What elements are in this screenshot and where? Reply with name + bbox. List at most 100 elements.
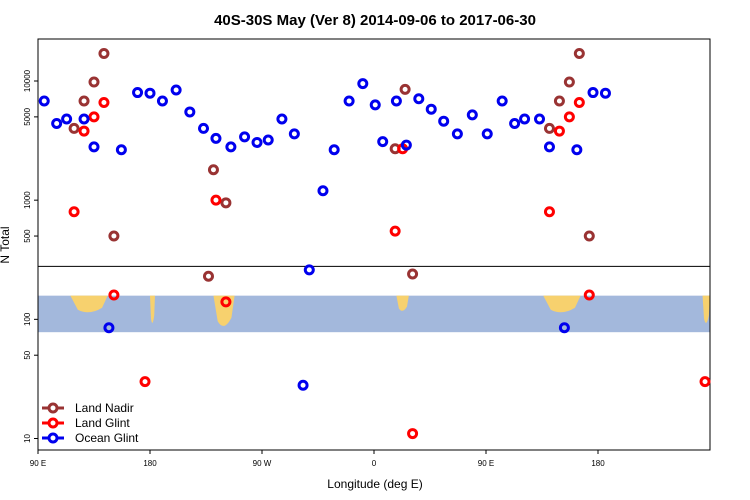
data-point bbox=[369, 99, 381, 111]
data-point bbox=[583, 289, 595, 301]
data-point bbox=[377, 136, 389, 148]
x-tick-label: 90 W bbox=[253, 459, 272, 468]
x-tick-label: 180 bbox=[143, 459, 157, 468]
data-point bbox=[239, 131, 251, 143]
land-shape bbox=[543, 295, 581, 313]
series-ocean-glint bbox=[38, 78, 611, 391]
data-point bbox=[262, 134, 274, 146]
data-point bbox=[88, 141, 100, 153]
data-point bbox=[144, 87, 156, 99]
data-point bbox=[156, 95, 168, 107]
data-point bbox=[438, 115, 450, 127]
legend-marker bbox=[47, 432, 59, 444]
data-point bbox=[276, 113, 288, 125]
data-point bbox=[220, 197, 232, 209]
data-point bbox=[389, 225, 401, 237]
legend-item: Land Nadir bbox=[42, 401, 134, 415]
data-point bbox=[599, 87, 611, 99]
x-axis-label: Longitude (deg E) bbox=[327, 477, 422, 491]
data-point bbox=[543, 122, 555, 134]
data-point bbox=[98, 48, 110, 60]
data-point bbox=[207, 164, 219, 176]
legend-marker bbox=[47, 417, 59, 429]
axes: 10 50 100 500 1000 5000 10000 90 E 180 90 W 0 90 E 1… bbox=[23, 38, 711, 468]
data-point bbox=[78, 113, 90, 125]
data-point bbox=[38, 95, 50, 107]
land-shape bbox=[702, 295, 710, 323]
data-point bbox=[519, 113, 531, 125]
data-point bbox=[357, 78, 369, 90]
data-point bbox=[496, 95, 508, 107]
data-point bbox=[108, 289, 120, 301]
land-shape bbox=[150, 295, 155, 323]
data-point bbox=[184, 106, 196, 118]
y-tick-label: 500 bbox=[23, 229, 32, 243]
data-point bbox=[210, 194, 222, 206]
data-point bbox=[297, 379, 309, 391]
y-axis-label: N Total bbox=[0, 226, 12, 263]
data-point bbox=[108, 230, 120, 242]
data-point bbox=[587, 87, 599, 99]
data-point bbox=[573, 48, 585, 60]
legend-label: Land Glint bbox=[75, 416, 130, 430]
data-point bbox=[481, 128, 493, 140]
data-point bbox=[98, 97, 110, 109]
data-point bbox=[115, 144, 127, 156]
y-tick-label: 50 bbox=[23, 350, 32, 359]
x-tick-label: 180 bbox=[591, 459, 605, 468]
y-tick-label: 10 bbox=[23, 434, 32, 443]
series-land-nadir bbox=[68, 48, 595, 282]
data-point bbox=[328, 144, 340, 156]
data-point bbox=[61, 113, 73, 125]
legend-item: Ocean Glint bbox=[42, 431, 139, 445]
ocean-band bbox=[38, 295, 710, 333]
data-point bbox=[534, 113, 546, 125]
y-tick-label: 100 bbox=[23, 312, 32, 326]
data-point bbox=[288, 128, 300, 140]
data-point bbox=[583, 230, 595, 242]
data-point bbox=[571, 144, 583, 156]
data-point bbox=[68, 122, 80, 134]
y-tick-label: 1000 bbox=[23, 191, 32, 209]
legend-marker bbox=[47, 402, 59, 414]
data-point bbox=[451, 128, 463, 140]
data-point bbox=[399, 83, 411, 95]
data-point bbox=[202, 270, 214, 282]
data-point bbox=[563, 111, 575, 123]
data-point bbox=[553, 125, 565, 137]
data-point bbox=[251, 136, 263, 148]
data-point bbox=[466, 109, 478, 121]
data-point bbox=[103, 322, 115, 334]
data-point bbox=[198, 122, 210, 134]
data-point bbox=[558, 322, 570, 334]
data-points bbox=[38, 48, 711, 440]
legend-item: Land Glint bbox=[42, 416, 130, 430]
data-point bbox=[88, 111, 100, 123]
data-point bbox=[425, 103, 437, 115]
data-point bbox=[407, 428, 419, 440]
data-point bbox=[573, 97, 585, 109]
land-shape bbox=[396, 295, 409, 311]
data-point bbox=[303, 264, 315, 276]
data-point bbox=[543, 141, 555, 153]
data-point bbox=[51, 117, 63, 129]
data-point bbox=[413, 93, 425, 105]
chart-title: 40S-30S May (Ver 8) 2014-09-06 to 2017-0… bbox=[214, 12, 536, 29]
series-land-glint bbox=[68, 97, 711, 440]
data-point bbox=[509, 117, 521, 129]
legend-label: Land Nadir bbox=[75, 401, 134, 415]
x-tick-label: 90 E bbox=[30, 459, 46, 468]
data-point bbox=[78, 95, 90, 107]
data-point bbox=[78, 125, 90, 137]
y-tick-label: 10000 bbox=[23, 69, 32, 92]
x-tick-label: 90 E bbox=[478, 459, 494, 468]
data-point bbox=[563, 76, 575, 88]
land-shape bbox=[70, 295, 108, 313]
data-point bbox=[88, 76, 100, 88]
data-point bbox=[210, 132, 222, 144]
data-point bbox=[225, 141, 237, 153]
data-point bbox=[343, 95, 355, 107]
data-point bbox=[553, 95, 565, 107]
